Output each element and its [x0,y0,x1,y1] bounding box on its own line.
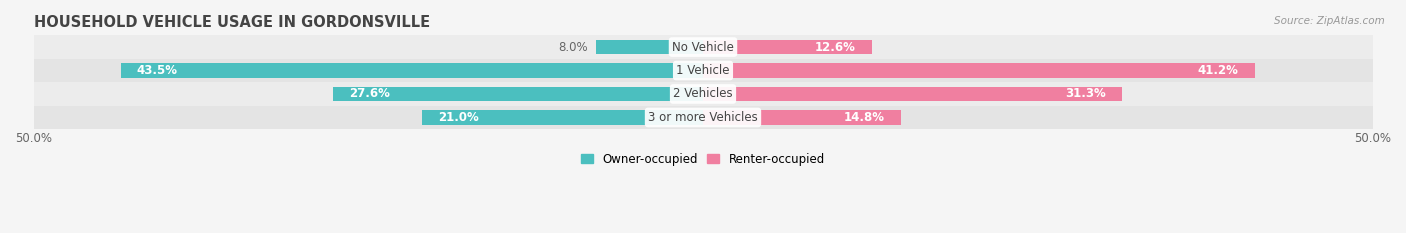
Text: 2 Vehicles: 2 Vehicles [673,88,733,100]
Text: 41.2%: 41.2% [1198,64,1239,77]
Text: 1 Vehicle: 1 Vehicle [676,64,730,77]
Text: Source: ZipAtlas.com: Source: ZipAtlas.com [1274,16,1385,26]
Bar [703,40,872,54]
Text: 8.0%: 8.0% [558,41,588,54]
Bar [34,82,1372,106]
Bar [703,63,1254,78]
Bar [596,40,703,54]
Bar [121,63,703,78]
Bar [703,87,1122,101]
Legend: Owner-occupied, Renter-occupied: Owner-occupied, Renter-occupied [581,153,825,165]
Text: No Vehicle: No Vehicle [672,41,734,54]
Text: 12.6%: 12.6% [814,41,856,54]
Text: HOUSEHOLD VEHICLE USAGE IN GORDONSVILLE: HOUSEHOLD VEHICLE USAGE IN GORDONSVILLE [34,15,430,30]
Bar [703,110,901,125]
Text: 27.6%: 27.6% [350,88,391,100]
Text: 21.0%: 21.0% [437,111,478,124]
Text: 14.8%: 14.8% [844,111,886,124]
Bar [34,35,1372,59]
Bar [34,106,1372,129]
Bar [333,87,703,101]
Text: 3 or more Vehicles: 3 or more Vehicles [648,111,758,124]
Bar [422,110,703,125]
Text: 43.5%: 43.5% [136,64,177,77]
Text: 31.3%: 31.3% [1066,88,1107,100]
Bar [34,59,1372,82]
